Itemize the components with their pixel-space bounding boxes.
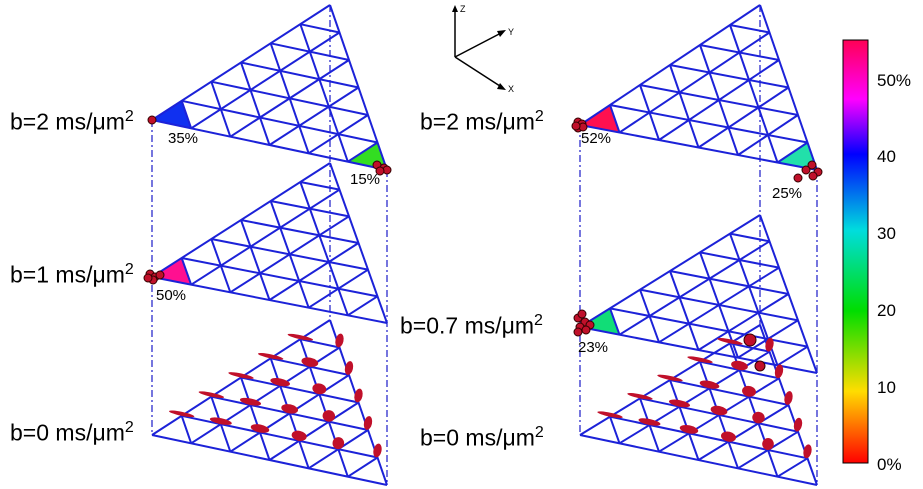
grid-r2-line — [659, 60, 779, 140]
grid-r1-line — [659, 268, 779, 343]
glyph-left-mid-a — [156, 271, 164, 279]
glyph-right-mid-extra — [755, 361, 765, 371]
grid-l0-line — [182, 416, 192, 444]
label-b2-left: b=2 ms/μm2 — [10, 109, 134, 134]
grid-l1-line — [152, 163, 330, 277]
grid-l1-line — [300, 182, 339, 190]
pct-left-top-a: 35% — [168, 131, 198, 146]
grid-r2-line — [580, 5, 760, 125]
glyph-right-mid-a — [578, 310, 586, 318]
grid-l2-line — [300, 24, 348, 162]
glyph-right-bottom — [710, 404, 728, 416]
glyph-left-bottom — [301, 356, 320, 368]
glyph-right-mid-a — [574, 328, 582, 336]
grid-r1-line — [670, 271, 699, 350]
axis-y-arrow — [497, 30, 506, 37]
label-b07-right: b=0.7 ms/μm2 — [400, 313, 543, 338]
glyph-right-top-b — [809, 172, 817, 180]
grid-r2-line — [760, 5, 817, 170]
grid-r1-line — [580, 215, 760, 327]
grid-r0-line — [670, 380, 699, 460]
grid-l0-line — [182, 416, 378, 458]
grid-r2-line — [699, 88, 789, 148]
glyph-right-top-b — [794, 174, 802, 182]
grid-r1-line — [730, 234, 770, 242]
label-b2-right: b=2 ms/μm2 — [420, 109, 544, 134]
colorbar-tick-40: 40 — [877, 148, 896, 165]
grid-r2-line — [730, 25, 770, 33]
grid-l1-line — [182, 258, 378, 296]
grid-l1-line — [241, 220, 270, 300]
pct-right-top-b: 25% — [772, 186, 802, 201]
label-b0-right: b=0 ms/μm2 — [420, 425, 544, 450]
grid-r0-line — [610, 417, 620, 444]
grid-r0-line — [778, 458, 808, 476]
axis-y-line — [455, 32, 503, 57]
grid-l0-line — [241, 378, 270, 461]
label-b0-left: b=0 ms/μm2 — [10, 420, 134, 445]
colorbar-tick-50: 50% — [877, 72, 911, 89]
axis-y-label: Y — [508, 28, 514, 37]
axis-x-label: X — [508, 85, 514, 94]
pct-left-top-b: 15% — [350, 172, 380, 187]
grid-l1-line — [270, 243, 359, 300]
grid-l2-line — [300, 24, 339, 32]
axis-x-arrow — [497, 83, 506, 90]
glyph-right-mid-a — [582, 326, 590, 334]
grid-l1-line — [230, 216, 349, 292]
grid-r1-line — [670, 271, 789, 294]
grid-l1-line — [241, 220, 359, 243]
colorbar-tick-20: 20 — [877, 302, 896, 319]
glyph-left-mid-a — [144, 274, 152, 282]
grid-r1-line — [778, 347, 808, 366]
glyph-right-top-a — [572, 122, 580, 130]
axis-x-line — [455, 57, 503, 88]
pct-right-top-a: 52% — [581, 131, 611, 146]
grid-r0-line — [610, 417, 808, 459]
glyph-left-bottom — [280, 403, 299, 415]
glyph-right-mid-extra — [744, 334, 756, 346]
glyph-right-bottom — [730, 359, 748, 371]
colorbar-tick-30: 30 — [877, 225, 896, 242]
pct-right-mid-a: 23% — [578, 340, 608, 355]
grid-l0-line — [348, 458, 378, 477]
axis-z-arrow — [452, 5, 458, 12]
axis-z-label: Z — [460, 5, 466, 14]
pct-left-mid-a: 50% — [156, 288, 186, 303]
grid-l2-line — [330, 5, 387, 170]
grid-l2-line — [230, 60, 349, 137]
colorbar — [843, 40, 868, 463]
grid-l2-line — [182, 101, 378, 143]
grid-r2-line — [670, 65, 699, 148]
axes-triad — [452, 5, 506, 90]
grid-l2-line — [241, 63, 270, 146]
grid-r1-line — [699, 294, 789, 350]
grid-l2-line — [152, 5, 330, 120]
grid-l0-line — [300, 339, 339, 347]
grid-l1-line — [300, 182, 348, 315]
glyph-left-top-a — [148, 116, 156, 124]
grid-l1-line — [348, 296, 378, 315]
grid-r1-line — [610, 308, 808, 346]
colorbar-tick-0: 0% — [877, 456, 902, 473]
grid-r2-line — [730, 25, 778, 163]
grid-r2-line — [670, 65, 789, 88]
colorbar-tick-10: 10 — [877, 379, 896, 396]
glyph-right-top-b — [802, 166, 810, 174]
label-b1-left: b=1 ms/μm2 — [10, 262, 134, 287]
